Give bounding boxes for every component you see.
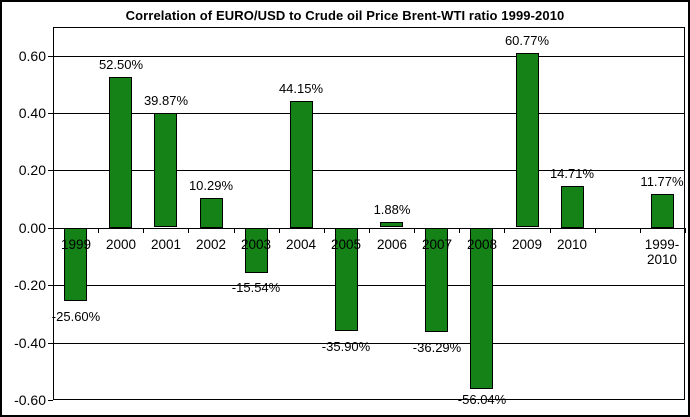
x-axis-tick [369,228,370,233]
x-axis-tick [414,228,415,233]
category-label-2001: 2001 [150,237,182,252]
category-label-2007: 2007 [421,237,453,252]
bar-2007 [425,228,448,332]
data-label-2007: -36.29% [412,340,462,355]
gridline [53,170,685,171]
data-label-1999-2010: 11.77% [640,174,684,189]
x-axis-tick [53,228,54,233]
y-axis-tick [48,113,53,114]
bar-2006 [380,222,403,227]
category-label-2010: 2010 [556,237,588,252]
x-axis-tick [324,228,325,233]
bar-2000 [109,77,132,228]
y-axis-tick [48,400,53,401]
category-label-2009: 2009 [511,237,543,252]
y-axis-tick [48,285,53,286]
bar-2003 [245,228,268,273]
category-label-2004: 2004 [285,237,317,252]
bar-2004 [290,101,313,228]
y-axis-tick [48,170,53,171]
y-axis-tick [48,228,53,229]
gridline [53,343,685,344]
x-axis-tick [595,228,596,233]
x-axis-tick [143,228,144,233]
category-label-1999: 1999 [60,237,92,252]
data-label-2003: -15.54% [231,280,281,295]
bar-2001 [154,113,177,227]
data-label-2002: 10.29% [188,178,234,193]
category-label-2002: 2002 [195,237,227,252]
gridline [53,285,685,286]
y-axis-tick-label: -0.40 [14,335,46,351]
gridline [53,113,685,114]
data-label-2000: 52.50% [98,57,144,72]
x-axis-tick [98,228,99,233]
category-label-2003: 2003 [240,237,272,252]
data-label-2010: 14.71% [549,166,595,181]
y-axis-tick-label: -0.20 [14,277,46,293]
y-axis-tick-label: 0.60 [18,48,46,64]
data-label-2009: 60.77% [504,33,550,48]
bar-1999-2010 [651,194,674,228]
bar-2002 [200,198,223,228]
chart-title: Correlation of EURO/USD to Crude oil Pri… [125,8,565,23]
x-axis-tick [279,228,280,233]
bar-2005 [335,228,358,331]
category-label-2005: 2005 [330,237,362,252]
gridline [53,56,685,57]
y-axis-tick [48,56,53,57]
x-axis-tick [550,228,551,233]
y-axis-tick-label: 0.20 [18,162,46,178]
data-label-1999: -25.60% [51,309,101,324]
x-axis-tick [234,228,235,233]
category-label-1999-2010: 1999- 2010 [644,237,680,267]
bar-2008 [470,228,493,389]
bar-2009 [516,53,539,227]
data-label-2005: -35.90% [321,339,371,354]
category-label-2000: 2000 [105,237,137,252]
data-label-2001: 39.87% [143,93,189,108]
x-axis-tick [459,228,460,233]
bar-1999 [64,228,87,301]
x-axis-tick [685,228,686,233]
data-label-2004: 44.15% [278,81,324,96]
x-axis-tick [504,228,505,233]
y-axis-tick-label: 0.00 [18,220,46,236]
data-label-2008: -56.04% [457,392,507,407]
y-axis-tick-label: -0.60 [14,392,46,408]
bar-2010 [561,186,584,228]
x-axis-tick [640,228,641,233]
data-label-2006: 1.88% [373,202,411,217]
category-label-2006: 2006 [376,237,408,252]
y-axis-tick [48,343,53,344]
y-axis-tick-label: 0.40 [18,105,46,121]
x-axis-tick [188,228,189,233]
category-label-2008: 2008 [466,237,498,252]
